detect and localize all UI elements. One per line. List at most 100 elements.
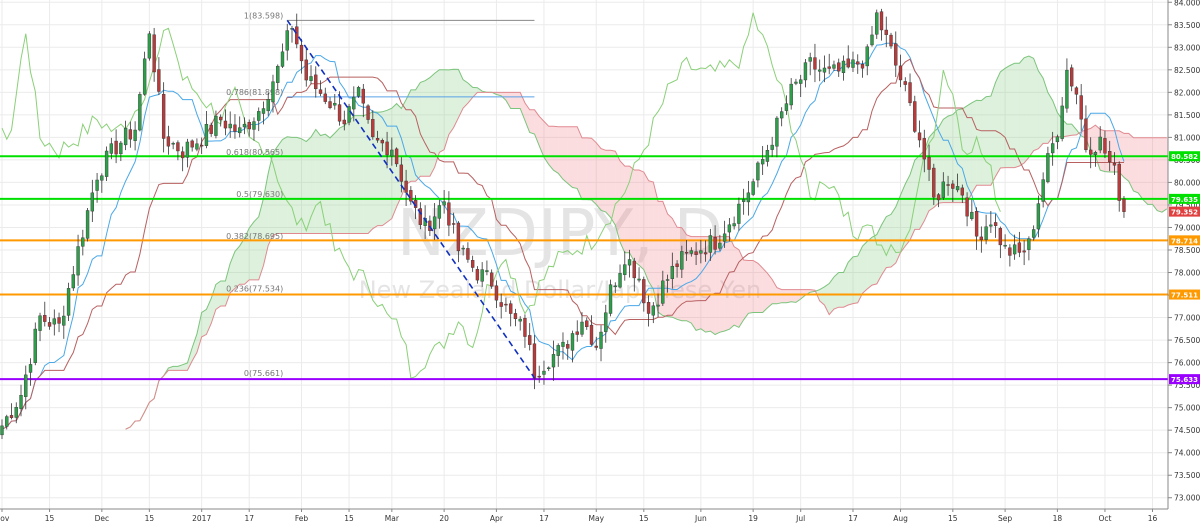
price-axis[interactable]: 84.00083.50083.00082.50082.00081.50081.0… <box>1168 0 1200 525</box>
cloud-segment <box>287 137 292 234</box>
time-tick-label: Aug <box>893 514 908 523</box>
candle-body <box>585 321 588 327</box>
candle-body <box>780 112 783 118</box>
time-tick-label: Jul <box>795 514 805 523</box>
cloud-segment <box>601 149 606 212</box>
candle-body <box>619 273 622 287</box>
candle-body <box>866 47 869 66</box>
price-tick-label: 83.000 <box>1174 43 1200 52</box>
cloud-segment <box>834 272 839 309</box>
cloud-segment <box>425 78 430 177</box>
time-tick-label: Feb <box>295 514 309 523</box>
candle-body <box>913 101 916 131</box>
candle-body <box>775 118 778 146</box>
cloud-segment <box>340 126 345 234</box>
candle-body <box>272 82 275 102</box>
candle-body <box>909 83 912 103</box>
candle-body <box>400 165 403 182</box>
cloud-segment <box>572 127 577 189</box>
fib-label: 0.5(79.630) <box>236 190 283 199</box>
cloud-segment <box>378 112 383 226</box>
candle-body <box>348 106 351 122</box>
cloud-segment <box>592 138 597 204</box>
candle-body <box>5 417 8 427</box>
candle-body <box>623 265 626 275</box>
candle-body <box>742 199 745 201</box>
candle-body <box>504 304 507 305</box>
candle-body <box>1008 248 1011 256</box>
candle-body <box>970 212 973 219</box>
candle-body <box>871 35 874 45</box>
candle-body <box>200 145 203 146</box>
candle-body <box>999 228 1002 245</box>
cloud-segment <box>853 256 858 303</box>
candle-body <box>395 149 398 164</box>
cloud-segment <box>254 217 259 280</box>
candle-body <box>276 66 279 83</box>
cloud-segment <box>1124 133 1129 181</box>
candle-body <box>932 168 935 197</box>
candle-body <box>53 319 56 325</box>
candle-body <box>576 332 579 335</box>
candle-body <box>481 270 484 282</box>
candle-body <box>642 279 645 303</box>
candle-body <box>300 45 303 61</box>
candle-body <box>433 217 436 229</box>
candle-body <box>718 243 721 248</box>
candle-body <box>647 302 650 313</box>
cloud-segment <box>986 96 991 185</box>
cloud-segment <box>349 116 354 234</box>
candle-body <box>81 238 84 247</box>
candle-body <box>595 346 598 347</box>
candle-body <box>1118 164 1121 201</box>
price-tick-label: 81.500 <box>1174 111 1200 120</box>
candle-body <box>837 63 840 71</box>
cloud-segment <box>515 92 520 108</box>
cloud-segment <box>330 133 335 233</box>
candle-body <box>167 137 170 147</box>
price-tick-label: 82.500 <box>1174 66 1200 75</box>
candle-body <box>91 193 94 211</box>
candle-body <box>752 182 755 195</box>
candle-body <box>10 415 13 417</box>
candle-body <box>343 120 346 124</box>
candle-body <box>172 143 175 144</box>
price-tick-label: 76.500 <box>1174 336 1200 345</box>
candle-body <box>533 344 536 379</box>
time-axis[interactable]: Nov15Dec15201717Feb15Mar20Apr17May15Jun1… <box>0 509 1168 523</box>
time-tick-label: 18 <box>1053 514 1063 523</box>
candle-body <box>119 143 122 154</box>
candle-body <box>942 182 945 198</box>
candle-body <box>1084 119 1087 150</box>
candle-body <box>928 157 931 169</box>
cloud-segment <box>596 143 601 211</box>
cloud-segment <box>354 116 359 234</box>
candle-body <box>799 80 802 84</box>
candle-body <box>666 280 669 281</box>
cloud-segment <box>202 309 207 337</box>
candle-body <box>329 102 332 108</box>
time-tick-label: 19 <box>748 514 758 523</box>
candle-body <box>994 222 997 225</box>
candle-body <box>205 124 208 146</box>
cloud-segment <box>1157 138 1162 213</box>
candle-body <box>86 210 89 238</box>
candle-body <box>766 150 769 161</box>
candle-body <box>191 141 194 147</box>
candle-body <box>538 376 541 377</box>
candle-body <box>376 138 379 140</box>
candle-body <box>362 89 365 103</box>
cloud-segment <box>972 100 977 193</box>
candle-body <box>124 128 127 145</box>
candle-body <box>699 251 702 254</box>
candle-body <box>980 237 983 240</box>
time-tick-label: 17 <box>848 514 858 523</box>
candle-body <box>842 61 845 73</box>
candle-body <box>661 281 664 304</box>
candle-body <box>600 332 603 349</box>
candle-body <box>1065 70 1068 108</box>
cloud-segment <box>449 69 454 134</box>
candle-body <box>129 130 132 140</box>
